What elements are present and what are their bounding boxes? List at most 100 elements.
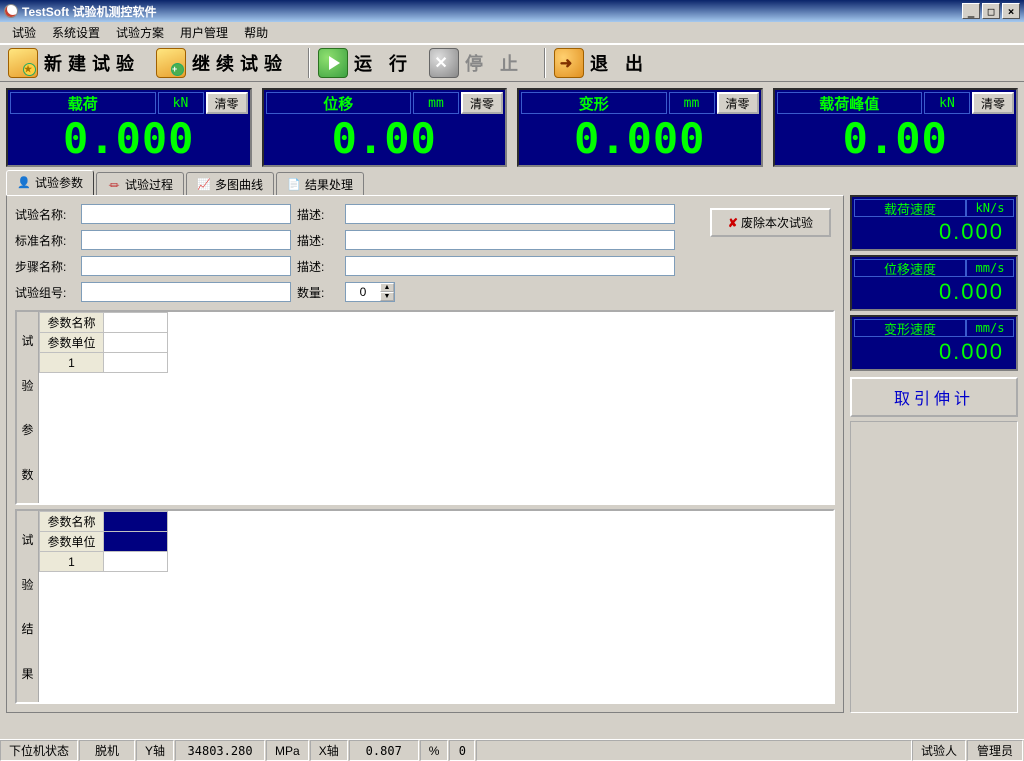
count-value: 0 [346,285,380,299]
status-lower-value: 脱机 [79,740,135,761]
menu-system[interactable]: 系统设置 [44,22,108,43]
continue-test-label: 继续试验 [192,50,288,76]
cell[interactable] [104,552,168,572]
speed-unit[interactable]: mm/s [966,319,1014,337]
tab-label: 多图曲线 [215,176,263,193]
cell[interactable] [104,313,168,333]
right-pane: 载荷速度 kN/s 0.000 位移速度 mm/s 0.000 变形速度 mm/… [850,195,1018,713]
right-fill [850,421,1018,713]
play-icon [318,48,348,78]
speed-unit[interactable]: kN/s [966,199,1014,217]
label-stdname: 标准名称: [15,232,75,249]
display-load: 载荷 kN 清零 0.000 [6,88,252,167]
label-group: 试验组号: [15,284,75,301]
th-param-unit: 参数单位 [40,333,104,353]
tab-params[interactable]: 👤 试验参数 [6,170,94,195]
toolbar: 新建试验 继续试验 运 行 停 止 退 出 [0,44,1024,82]
run-button[interactable]: 运 行 [316,47,423,79]
continue-test-button[interactable]: 继续试验 [154,47,298,79]
count-down[interactable]: ▼ [380,292,394,301]
count-up[interactable]: ▲ [380,283,394,292]
result-icon: 📄 [287,178,301,192]
cell[interactable] [104,353,168,373]
display-peak: 载荷峰值 kN 清零 0.00 [773,88,1019,167]
speed-deform: 变形速度 mm/s 0.000 [850,315,1018,371]
new-test-label: 新建试验 [44,50,140,76]
titlebar: TestSoft 试验机测控软件 _ □ × [0,0,1024,22]
speed-label: 变形速度 [854,319,966,337]
display-value: 0.000 [10,114,248,163]
th-row1: 1 [40,552,104,572]
zero-button[interactable]: 清零 [206,92,248,114]
stop-button[interactable]: 停 止 [427,47,534,79]
display-unit[interactable]: kN [924,92,970,114]
input-desc3[interactable] [345,256,675,276]
display-value: 0.000 [521,114,759,163]
label-stepname: 步骤名称: [15,258,75,275]
cell-selected[interactable] [104,512,168,532]
results-table[interactable]: 参数名称 参数单位 1 [39,511,168,572]
display-label: 载荷峰值 [777,92,923,114]
input-desc1[interactable] [345,204,675,224]
params-table[interactable]: 参数名称 参数单位 1 [39,312,168,373]
tab-multichart[interactable]: 📈 多图曲线 [186,172,274,196]
tab-label: 试验参数 [35,174,83,191]
th-param-name: 参数名称 [40,313,104,333]
cell-selected[interactable] [104,532,168,552]
new-test-button[interactable]: 新建试验 [6,47,150,79]
cell[interactable] [104,333,168,353]
tab-label: 结果处理 [305,176,353,193]
status-x-value: 0.807 [349,740,419,761]
exit-icon [554,48,584,78]
maximize-button[interactable]: □ [982,3,1000,19]
display-unit[interactable]: kN [158,92,204,114]
window-title: TestSoft 试验机测控软件 [22,3,156,20]
zero-button[interactable]: 清零 [717,92,759,114]
th-param-name: 参数名称 [40,512,104,532]
input-desc2[interactable] [345,230,675,250]
status-y-unit: MPa [266,740,309,761]
status-x-label: X轴 [310,740,348,761]
speed-label: 载荷速度 [854,199,966,217]
status-x-unit: % [420,740,449,761]
results-vlabel: 试 验 结 果 [17,511,39,702]
status-lower-label: 下位机状态 [0,740,78,761]
menu-user[interactable]: 用户管理 [172,22,236,43]
label-count: 数量: [297,284,339,301]
tab-result[interactable]: 📄 结果处理 [276,172,364,196]
continue-test-icon [156,48,186,78]
toolbar-sep [544,48,546,78]
tab-process[interactable]: ⏛试验过程 [96,172,184,196]
input-stepname[interactable] [81,256,291,276]
input-testname[interactable] [81,204,291,224]
input-stdname[interactable] [81,230,291,250]
status-y-value: 34803.280 [175,740,265,761]
zero-button[interactable]: 清零 [461,92,503,114]
speed-value: 0.000 [854,217,1014,247]
menu-test[interactable]: 试验 [4,22,44,43]
speed-unit[interactable]: mm/s [966,259,1014,277]
count-stepper[interactable]: 0 ▲▼ [345,282,395,302]
discard-label: 废除本次试验 [741,216,813,230]
statusbar: 下位机状态 脱机 Y轴 34803.280 MPa X轴 0.807 % 0 试… [0,739,1024,761]
exit-button[interactable]: 退 出 [552,47,659,79]
close-button[interactable]: × [1002,3,1020,19]
display-unit[interactable]: mm [413,92,459,114]
chart-icon: 📈 [197,178,211,192]
extensometer-button[interactable]: 取引伸计 [850,377,1018,417]
status-y-label: Y轴 [136,740,174,761]
minimize-button[interactable]: _ [962,3,980,19]
input-group[interactable] [81,282,291,302]
params-grid: 试 验 参 数 参数名称 参数单位 1 [15,310,835,505]
discard-button[interactable]: ✘废除本次试验 [710,208,831,237]
run-label: 运 行 [354,50,413,76]
display-row: 载荷 kN 清零 0.000 位移 mm 清零 0.00 变形 mm 清零 0.… [0,82,1024,171]
menu-help[interactable]: 帮助 [236,22,276,43]
status-extra: 0 [449,740,475,761]
menu-plan[interactable]: 试验方案 [108,22,172,43]
exit-label: 退 出 [590,50,649,76]
params-icon: 👤 [17,176,31,190]
th-param-unit: 参数单位 [40,532,104,552]
display-unit[interactable]: mm [669,92,715,114]
zero-button[interactable]: 清零 [972,92,1014,114]
